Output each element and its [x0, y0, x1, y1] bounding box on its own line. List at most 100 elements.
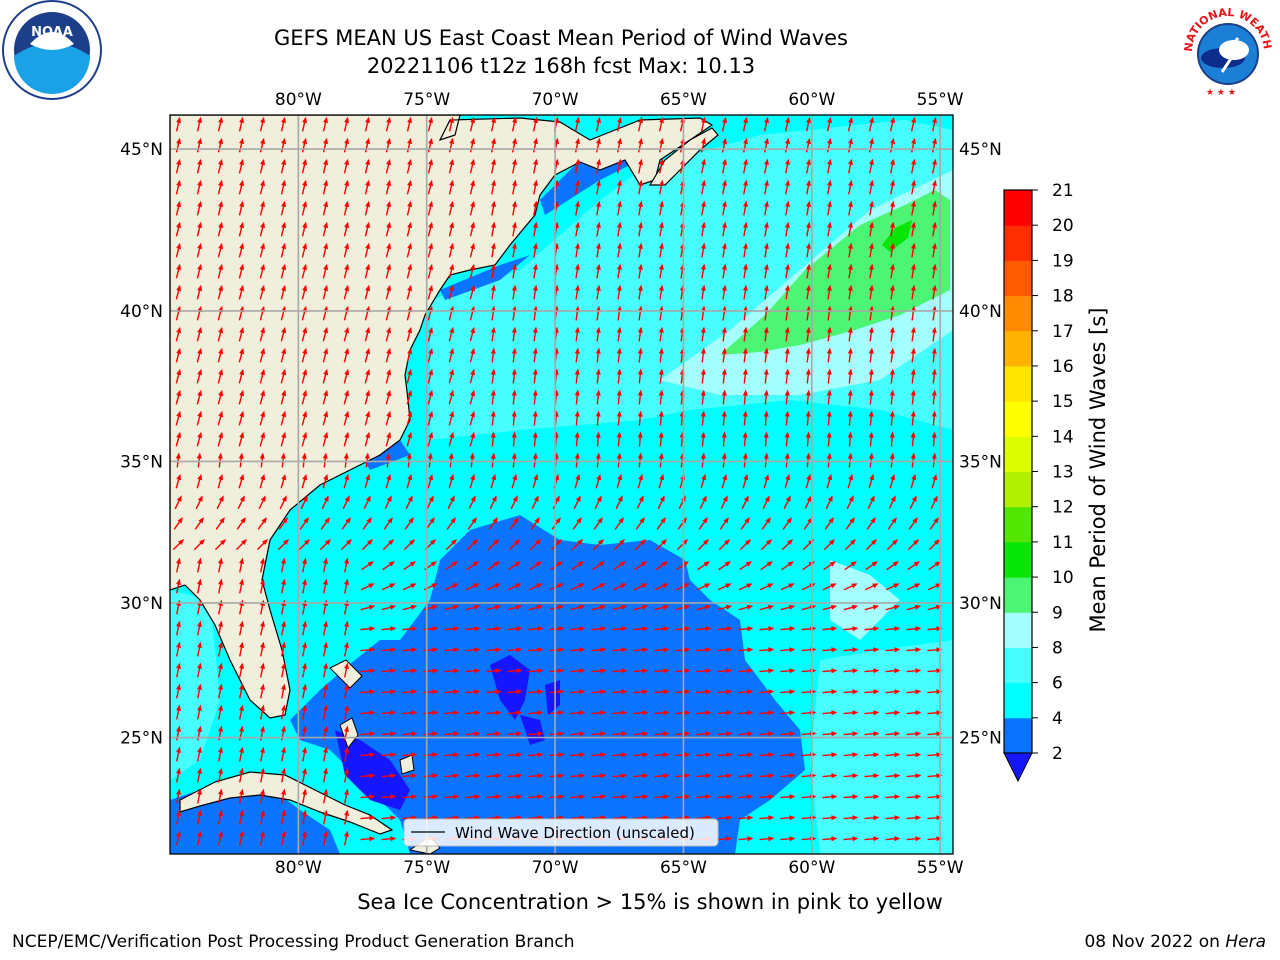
- wind-arrow: [469, 347, 476, 363]
- wind-arrow: [448, 410, 455, 426]
- wind-arrow: [675, 626, 691, 632]
- wind-arrow: [591, 583, 606, 591]
- wind-arrow: [194, 517, 204, 530]
- wind-arrow: [906, 689, 922, 695]
- wind-arrow: [717, 583, 732, 591]
- wind-arrow: [427, 473, 434, 489]
- wind-arrow: [675, 668, 691, 674]
- wind-arrow: [780, 710, 796, 716]
- wind-arrow: [847, 389, 853, 405]
- wind-arrow: [469, 200, 476, 216]
- wind-arrow: [785, 200, 790, 216]
- wind-arrow: [654, 710, 670, 716]
- wind-arrow: [739, 561, 752, 571]
- wind-arrow: [910, 284, 916, 300]
- wind-arrow: [595, 263, 601, 279]
- wind-arrow: [570, 604, 586, 611]
- wind-arrow: [343, 263, 350, 279]
- wind-arrow: [217, 431, 224, 447]
- wind-arrow: [176, 662, 181, 678]
- wind-arrow: [847, 221, 853, 237]
- wind-arrow: [281, 557, 286, 573]
- wind-arrow: [406, 158, 413, 174]
- wind-arrow: [659, 158, 664, 174]
- wind-arrow: [323, 746, 328, 762]
- wind-arrow: [763, 221, 769, 237]
- wind-arrow: [511, 116, 517, 132]
- wind-arrow: [214, 539, 227, 551]
- wind-arrow: [654, 668, 670, 674]
- wind-arrow: [574, 242, 580, 258]
- wind-arrow: [910, 473, 917, 489]
- wind-arrow: [427, 116, 433, 132]
- wind-arrow: [570, 752, 586, 758]
- wind-arrow: [613, 561, 626, 571]
- wind-arrow: [406, 242, 413, 258]
- wind-arrow: [721, 347, 727, 363]
- wind-arrow: [847, 410, 853, 426]
- wind-arrow: [805, 116, 811, 132]
- wind-arrow: [763, 137, 769, 153]
- wind-arrow: [721, 389, 727, 405]
- wind-arrow: [323, 683, 328, 699]
- wind-arrow: [847, 431, 853, 447]
- wind-arrow: [197, 641, 202, 657]
- wind-arrow: [385, 347, 392, 363]
- wind-arrow: [279, 495, 287, 510]
- wind-arrow: [759, 815, 775, 821]
- wind-arrow: [360, 583, 375, 591]
- wind-arrow: [508, 539, 521, 551]
- wind-arrow: [260, 809, 265, 825]
- wind-arrow: [507, 668, 523, 674]
- wind-arrow: [701, 158, 706, 174]
- wind-arrow: [908, 517, 918, 530]
- wind-arrow: [301, 158, 308, 174]
- wind-arrow: [696, 710, 712, 716]
- wind-arrow: [784, 284, 790, 300]
- wind-arrow: [344, 788, 349, 804]
- wind-arrow: [486, 626, 502, 632]
- wind-arrow: [427, 431, 434, 447]
- wind-arrow: [616, 284, 622, 300]
- wind-arrow: [742, 473, 749, 489]
- wind-arrow: [281, 788, 286, 804]
- wind-arrow: [931, 116, 937, 132]
- wind-arrow: [742, 116, 748, 132]
- wind-arrow: [805, 410, 811, 426]
- wind-arrow: [637, 431, 643, 447]
- wind-arrow: [738, 794, 754, 800]
- lon-tick-label-bottom: 75°W: [403, 858, 450, 878]
- wind-arrow: [468, 495, 476, 510]
- wind-arrow: [402, 689, 418, 695]
- wind-arrow: [444, 752, 460, 758]
- wind-arrow: [614, 517, 624, 530]
- wind-arrow: [592, 539, 605, 551]
- wind-arrow: [889, 326, 895, 342]
- wind-arrow: [742, 389, 748, 405]
- wind-arrow: [344, 557, 349, 573]
- wind-arrow: [827, 179, 832, 195]
- wind-arrow: [281, 578, 286, 594]
- wind-arrow: [323, 641, 328, 657]
- wind-arrow: [846, 495, 854, 510]
- wind-arrow: [323, 704, 328, 720]
- wind-arrow: [448, 263, 455, 279]
- wind-arrow: [381, 836, 397, 842]
- wind-arrow: [360, 836, 376, 842]
- wind-arrow: [822, 689, 838, 695]
- wind-arrow: [385, 242, 392, 258]
- wind-arrow: [655, 561, 668, 571]
- wind-arrow: [549, 583, 564, 591]
- wind-arrow: [469, 137, 476, 153]
- wind-arrow: [781, 539, 794, 551]
- wind-arrow: [721, 242, 727, 258]
- wind-arrow: [344, 704, 349, 720]
- wind-arrow: [176, 746, 181, 762]
- wind-arrow: [259, 368, 266, 384]
- wind-arrow: [696, 626, 712, 632]
- wind-arrow: [385, 116, 391, 132]
- wind-arrow: [490, 116, 496, 132]
- wind-arrow: [343, 116, 349, 132]
- wind-arrow: [868, 410, 874, 426]
- wind-arrow: [427, 389, 434, 405]
